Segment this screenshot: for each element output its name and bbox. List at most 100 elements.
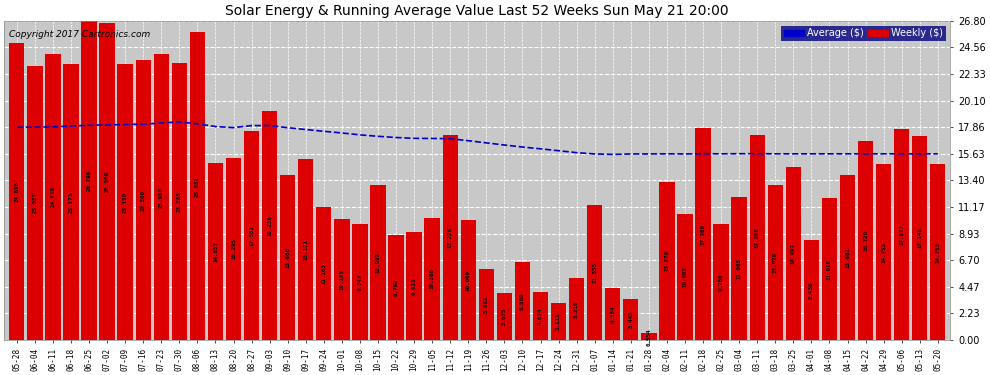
Text: 23.150: 23.150 — [123, 192, 128, 213]
Text: 24.019: 24.019 — [50, 186, 55, 207]
Bar — [822, 198, 838, 340]
Text: 5.961: 5.961 — [484, 296, 489, 313]
Bar — [804, 240, 819, 340]
Bar — [642, 333, 656, 340]
Bar — [497, 293, 512, 340]
Text: 13.882: 13.882 — [845, 247, 850, 268]
Text: 13.276: 13.276 — [664, 251, 669, 272]
Text: 23.285: 23.285 — [177, 191, 182, 212]
Text: 4.074: 4.074 — [538, 307, 543, 324]
Text: 17.760: 17.760 — [701, 224, 706, 245]
Bar — [136, 60, 150, 340]
Text: 10.185: 10.185 — [340, 269, 345, 290]
Bar — [443, 135, 458, 340]
Text: 26.569: 26.569 — [105, 171, 110, 192]
Legend: Average ($), Weekly ($): Average ($), Weekly ($) — [781, 26, 945, 41]
Text: 25.831: 25.831 — [195, 176, 200, 196]
Bar — [840, 175, 855, 340]
Text: 19.236: 19.236 — [267, 215, 272, 236]
Bar — [118, 64, 133, 340]
Bar — [749, 135, 765, 340]
Bar — [388, 235, 404, 340]
Text: 8.436: 8.436 — [809, 281, 814, 298]
Text: 24.896: 24.896 — [14, 181, 20, 202]
Text: 12.993: 12.993 — [375, 252, 380, 273]
Bar — [714, 225, 729, 340]
Bar — [244, 131, 259, 340]
Bar — [587, 205, 602, 340]
Bar — [226, 158, 242, 340]
Text: 9.747: 9.747 — [357, 273, 362, 291]
Bar — [912, 136, 928, 340]
Bar — [298, 159, 314, 340]
Bar — [153, 54, 169, 340]
Bar — [335, 219, 349, 340]
Text: 3.445: 3.445 — [629, 311, 634, 328]
Text: 4.354: 4.354 — [610, 305, 615, 323]
Bar — [894, 129, 910, 340]
Bar — [569, 278, 584, 340]
Text: 11.163: 11.163 — [322, 263, 327, 284]
Bar — [208, 163, 223, 340]
Text: 6.569: 6.569 — [520, 292, 525, 310]
Bar — [605, 288, 621, 340]
Text: 23.500: 23.500 — [141, 189, 146, 210]
Bar — [767, 185, 783, 340]
Bar — [190, 32, 205, 340]
Bar — [81, 21, 97, 340]
Text: 8.792: 8.792 — [394, 279, 399, 296]
Text: 10.268: 10.268 — [430, 268, 435, 290]
Text: 17.149: 17.149 — [918, 227, 923, 248]
Text: 9.700: 9.700 — [719, 273, 724, 291]
Bar — [280, 175, 295, 340]
Bar — [46, 54, 60, 340]
Bar — [478, 269, 494, 340]
Title: Solar Energy & Running Average Value Last 52 Weeks Sun May 21 20:00: Solar Energy & Running Average Value Las… — [226, 4, 729, 18]
Bar — [623, 299, 639, 340]
Bar — [27, 66, 43, 340]
Bar — [659, 182, 674, 340]
Text: 17.206: 17.206 — [754, 227, 759, 248]
Text: 17.677: 17.677 — [899, 224, 904, 245]
Bar — [876, 164, 891, 340]
Text: 11.916: 11.916 — [827, 259, 832, 280]
Text: Copyright 2017 Cartronics.com: Copyright 2017 Cartronics.com — [9, 30, 150, 39]
Text: 11.965: 11.965 — [737, 258, 742, 279]
Bar — [63, 64, 78, 340]
Text: 14.753: 14.753 — [881, 242, 886, 262]
Text: 16.720: 16.720 — [863, 230, 868, 251]
Bar — [352, 224, 367, 340]
Bar — [460, 220, 476, 340]
Bar — [677, 214, 693, 340]
Text: 10.069: 10.069 — [465, 270, 471, 291]
Bar — [262, 111, 277, 340]
Text: 3.975: 3.975 — [502, 308, 507, 325]
Bar — [695, 129, 711, 340]
Bar — [533, 291, 548, 340]
Text: 3.111: 3.111 — [556, 313, 561, 330]
Text: 17.552: 17.552 — [249, 225, 254, 246]
Bar — [171, 63, 187, 340]
Text: 23.027: 23.027 — [33, 192, 38, 213]
Text: 10.605: 10.605 — [682, 266, 687, 287]
Bar — [786, 167, 801, 340]
Text: 15.295: 15.295 — [231, 238, 236, 260]
Bar — [550, 303, 566, 340]
Text: 15.171: 15.171 — [303, 239, 308, 260]
Bar — [316, 207, 332, 340]
Bar — [9, 44, 25, 340]
Bar — [407, 232, 422, 340]
Bar — [931, 164, 945, 340]
Text: 23.173: 23.173 — [68, 192, 73, 213]
Bar — [370, 185, 386, 340]
Text: 14.837: 14.837 — [213, 241, 218, 262]
Text: 26.796: 26.796 — [86, 170, 91, 191]
Text: 13.866: 13.866 — [285, 247, 290, 268]
Bar — [858, 141, 873, 340]
Bar — [732, 198, 746, 340]
Text: 14.497: 14.497 — [791, 243, 796, 264]
Bar — [99, 24, 115, 340]
Text: 5.210: 5.210 — [574, 300, 579, 318]
Text: 23.980: 23.980 — [158, 187, 163, 208]
Text: 11.335: 11.335 — [592, 262, 597, 283]
